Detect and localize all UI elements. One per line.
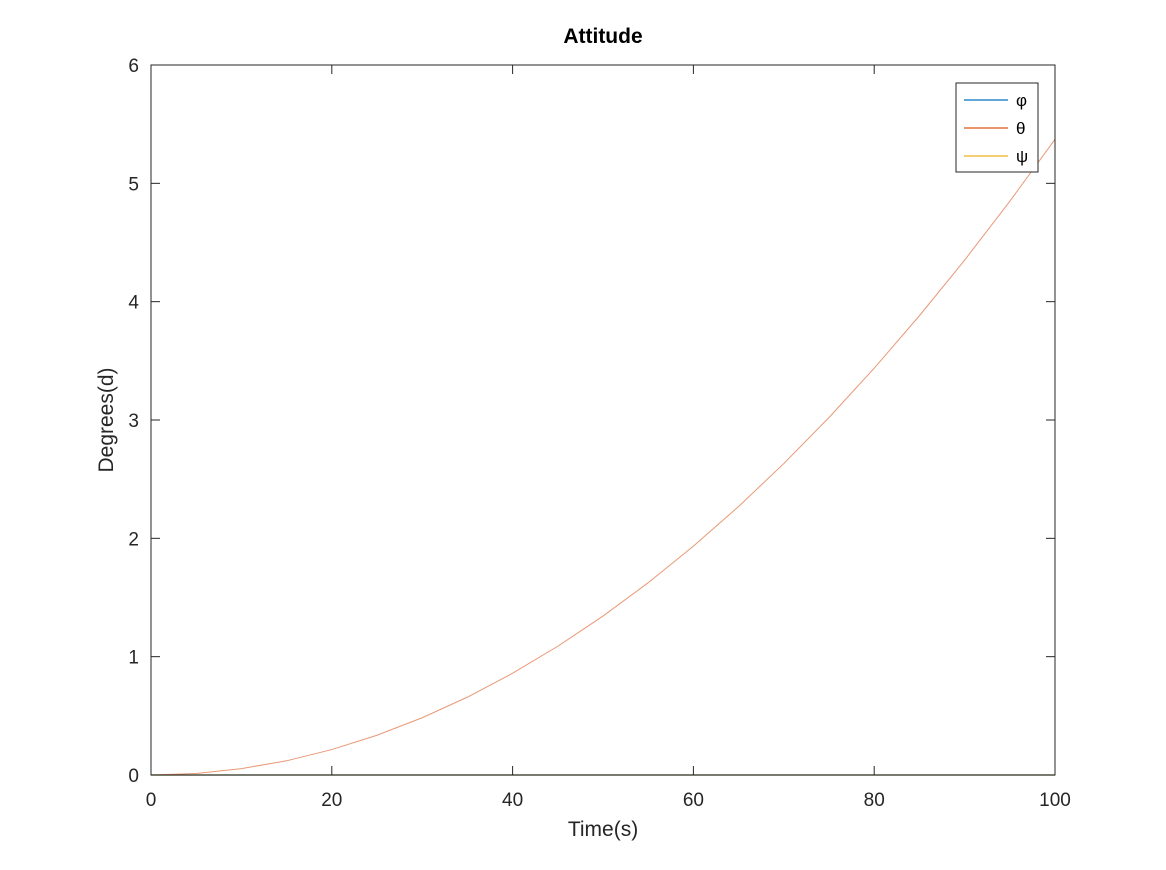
y-tick-label: 6: [128, 56, 139, 77]
y-tick-label: 3: [128, 411, 139, 432]
x-tick-label: 0: [146, 790, 157, 811]
axes-background: [151, 65, 1055, 775]
x-tick-label: 40: [502, 790, 523, 811]
ticks-layer: 0 20 40 60 80 100 0 1 2 3 4 5 6: [128, 56, 1070, 811]
axes-box: [150, 64, 1056, 776]
series-line-theta: [150, 139, 1056, 776]
y-tick-label: 2: [128, 529, 139, 550]
y-tick-label: 1: [128, 648, 139, 669]
legend-label-theta: θ: [1016, 119, 1025, 138]
y-tick-label: 0: [128, 766, 139, 787]
y-axis-label: Degrees(d): [95, 367, 118, 472]
legend-label-psi: ψ: [1016, 147, 1028, 166]
x-tick-label: 60: [683, 790, 704, 811]
x-axis-label: Time(s): [568, 818, 638, 841]
x-tick-label: 100: [1039, 790, 1071, 811]
legend-label-phi: φ: [1016, 91, 1027, 110]
chart-title: Attitude: [563, 25, 642, 48]
legend: φθψ: [955, 82, 1039, 173]
y-tick-label: 5: [128, 174, 139, 195]
y-tick-label: 4: [128, 293, 139, 314]
x-tick-label: 80: [864, 790, 885, 811]
x-tick-label: 20: [321, 790, 342, 811]
plot-area: 0 20 40 60 80 100 0 1 2 3 4 5 6: [128, 56, 1070, 811]
